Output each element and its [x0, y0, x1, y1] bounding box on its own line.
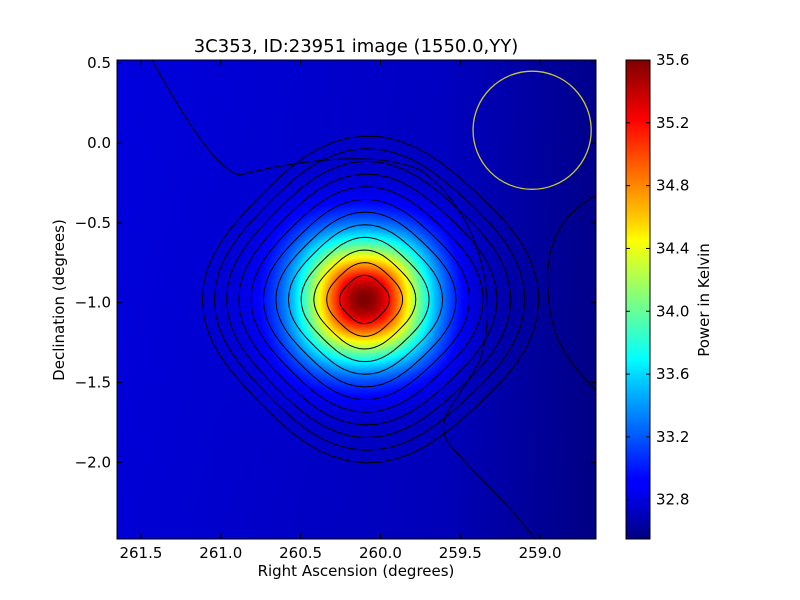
x-axis-ticks: 261.5 261.0 260.5 260.0 259.5 259.0 [119, 60, 562, 562]
contour-line [339, 274, 390, 325]
contour-line [238, 173, 498, 426]
y-axis-label: Declination (degrees) [50, 219, 68, 381]
colorbar-tick-label: 34.8 [656, 177, 689, 195]
contour-line [287, 224, 444, 375]
contour-line [300, 236, 430, 363]
y-tick-label: −0.5 [75, 214, 111, 232]
x-tick-label: 261.0 [199, 544, 242, 562]
contour-line [151, 60, 536, 539]
colorbar-tick-label: 34.4 [656, 239, 689, 257]
colorbar-tick-label: 34.0 [656, 302, 689, 320]
colorbar-label: Power in Kelvin [695, 243, 713, 357]
y-tick-label: 0.5 [87, 54, 111, 72]
y-tick-label: 0.0 [87, 134, 111, 152]
colorbar-ticks: 32.8 33.2 33.6 34.0 34.4 34.8 35.2 35.6 [626, 51, 689, 509]
beam-circle [472, 70, 592, 190]
x-axis-label: Right Ascension (degrees) [258, 562, 455, 580]
contour-line [226, 160, 512, 439]
x-tick-label: 260.0 [359, 544, 402, 562]
x-tick-label: 259.0 [519, 544, 562, 562]
x-tick-label: 261.5 [119, 544, 162, 562]
contour-line [213, 148, 526, 451]
plot-area [116, 59, 597, 540]
y-tick-label: −1.5 [75, 374, 111, 392]
chart-title: 3C353, ID:23951 image (1550.0,YY) [194, 36, 519, 57]
contour-lines [151, 60, 596, 539]
contour-line [262, 198, 471, 401]
colorbar: 32.8 33.2 33.6 34.0 34.4 34.8 35.2 35.6 Power i… [625, 51, 713, 540]
colorbar-gradient [625, 59, 651, 540]
contour-line [275, 211, 457, 388]
colorbar-tick-label: 32.8 [656, 491, 689, 509]
heatmap-image [117, 60, 596, 539]
x-tick-label: 260.5 [279, 544, 322, 562]
colorbar-tick-label: 33.6 [656, 365, 689, 383]
y-tick-label: −1.0 [75, 294, 111, 312]
contour-line [326, 262, 404, 337]
contour-line [313, 249, 417, 350]
plot-frame [116, 59, 597, 540]
contour-line [547, 194, 596, 391]
colorbar-tick-label: 33.2 [656, 428, 689, 446]
contour-line [250, 186, 484, 413]
colorbar-tick-label: 35.2 [656, 114, 689, 132]
colorbar-tick-label: 35.6 [656, 51, 689, 69]
y-axis-ticks: 0.5 0.0 −0.5 −1.0 −1.5 −2.0 [75, 54, 596, 471]
y-tick-label: −2.0 [75, 453, 111, 471]
x-tick-label: 259.5 [439, 544, 482, 562]
